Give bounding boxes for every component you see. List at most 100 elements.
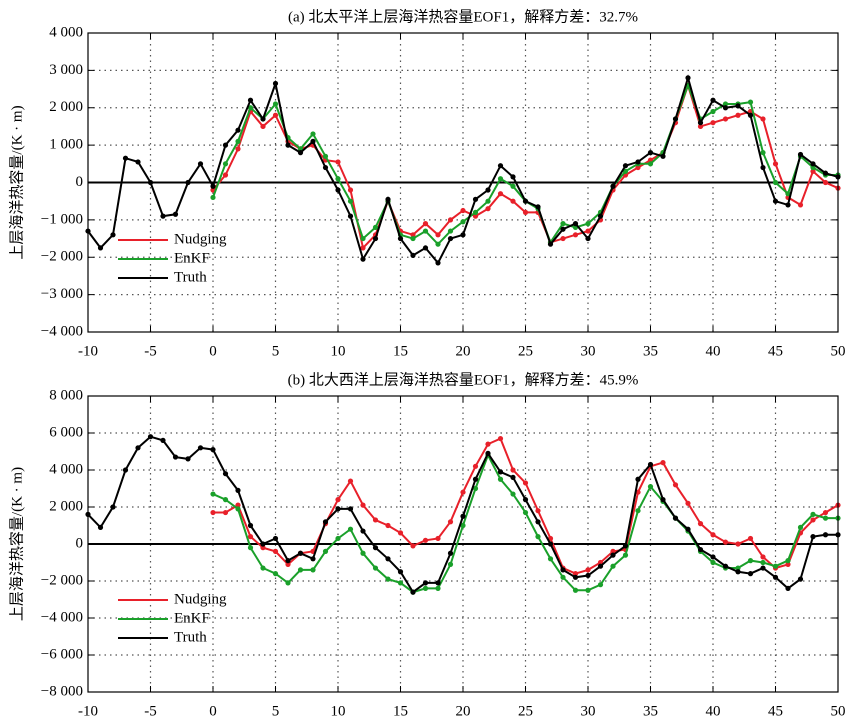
series-point: [247, 545, 254, 551]
y-tick-label: −1 000: [41, 211, 83, 227]
x-tick-label: 25: [518, 703, 533, 719]
y-tick-label: 4 000: [49, 24, 83, 40]
series-point: [510, 174, 516, 180]
series-point: [672, 515, 679, 521]
series-point: [410, 232, 416, 238]
series-point: [472, 463, 479, 469]
y-tick-label: 8 000: [49, 387, 83, 403]
series-point: [810, 534, 816, 540]
series-point: [285, 558, 291, 564]
series-point: [460, 522, 466, 529]
x-tick-label: 15: [393, 703, 408, 719]
series-point: [347, 478, 354, 484]
series-point: [210, 509, 216, 516]
series-point: [447, 550, 454, 556]
series-point: [572, 571, 579, 577]
series-point: [722, 116, 729, 122]
x-tick-label: 20: [456, 703, 471, 719]
series-point: [735, 103, 741, 109]
series-point: [547, 541, 554, 547]
series-point: [747, 571, 754, 577]
series-point: [560, 221, 566, 227]
series-point: [222, 172, 229, 178]
series-point: [797, 202, 804, 208]
series-point: [472, 476, 479, 482]
series-point: [760, 559, 766, 566]
series-point: [322, 548, 329, 555]
series-point: [260, 116, 266, 122]
series-point: [622, 168, 629, 174]
series-point: [460, 232, 466, 238]
series-point: [435, 232, 441, 238]
series-point: [635, 508, 641, 514]
series-point: [622, 552, 629, 558]
chart-title: (a) 北太平洋上层海洋热容量EOF1，解释方差：32.7%: [288, 8, 638, 25]
series-point: [285, 580, 291, 586]
series-point: [585, 567, 591, 573]
series-point: [360, 550, 366, 556]
series-point: [560, 567, 566, 573]
series-point: [410, 252, 416, 258]
y-tick-label: 0: [76, 535, 84, 551]
series-point: [472, 196, 479, 202]
series-point: [322, 153, 329, 159]
series-point: [485, 187, 491, 193]
series-point: [410, 543, 416, 549]
series-point: [672, 116, 679, 122]
series-point: [372, 235, 379, 242]
series-point: [735, 565, 741, 571]
series-point: [235, 502, 241, 508]
series-point: [147, 434, 154, 440]
x-tick-label: 35: [643, 343, 658, 359]
series-point: [360, 256, 366, 262]
series-point: [310, 131, 316, 137]
series-point: [560, 226, 566, 232]
series-point: [435, 535, 441, 542]
series-point: [585, 221, 591, 227]
series-point: [397, 530, 404, 536]
series-point: [310, 138, 316, 144]
series-point: [310, 567, 316, 573]
series-point: [635, 476, 641, 482]
series-point: [335, 187, 341, 193]
series-point: [710, 532, 716, 538]
x-tick-label: -5: [144, 343, 157, 359]
series-point: [722, 105, 729, 111]
series-point: [635, 159, 641, 165]
series-point: [122, 467, 129, 473]
series-point: [772, 563, 779, 569]
series-point: [647, 161, 654, 167]
series-point: [360, 528, 366, 534]
series-point: [260, 545, 266, 551]
series-point: [335, 497, 341, 503]
series-point: [222, 142, 229, 148]
series-point: [472, 213, 479, 219]
legend-label: Nudging: [174, 231, 227, 247]
series-point: [435, 585, 441, 592]
series-point: [160, 213, 166, 219]
series-point: [222, 497, 229, 503]
series-point: [547, 556, 554, 562]
series-point: [535, 534, 541, 540]
series-point: [735, 112, 741, 118]
series-point: [522, 198, 529, 204]
series-point: [510, 491, 516, 497]
series-point: [272, 80, 279, 87]
series-point: [260, 541, 266, 547]
series-point: [697, 521, 704, 527]
series-point: [447, 561, 454, 567]
series-point: [785, 561, 791, 567]
series-point: [760, 116, 766, 122]
series-point: [347, 198, 354, 204]
series-point: [722, 101, 729, 107]
x-tick-label: 30: [581, 343, 596, 359]
series-point: [710, 97, 716, 103]
series-point: [822, 532, 829, 538]
y-tick-label: −2 000: [41, 249, 83, 265]
series-point: [460, 513, 466, 519]
x-tick-label: 5: [272, 703, 280, 719]
legend-label: Truth: [174, 629, 207, 645]
series-point: [247, 105, 254, 111]
series-point: [335, 176, 341, 182]
x-tick-label: 15: [393, 343, 408, 359]
